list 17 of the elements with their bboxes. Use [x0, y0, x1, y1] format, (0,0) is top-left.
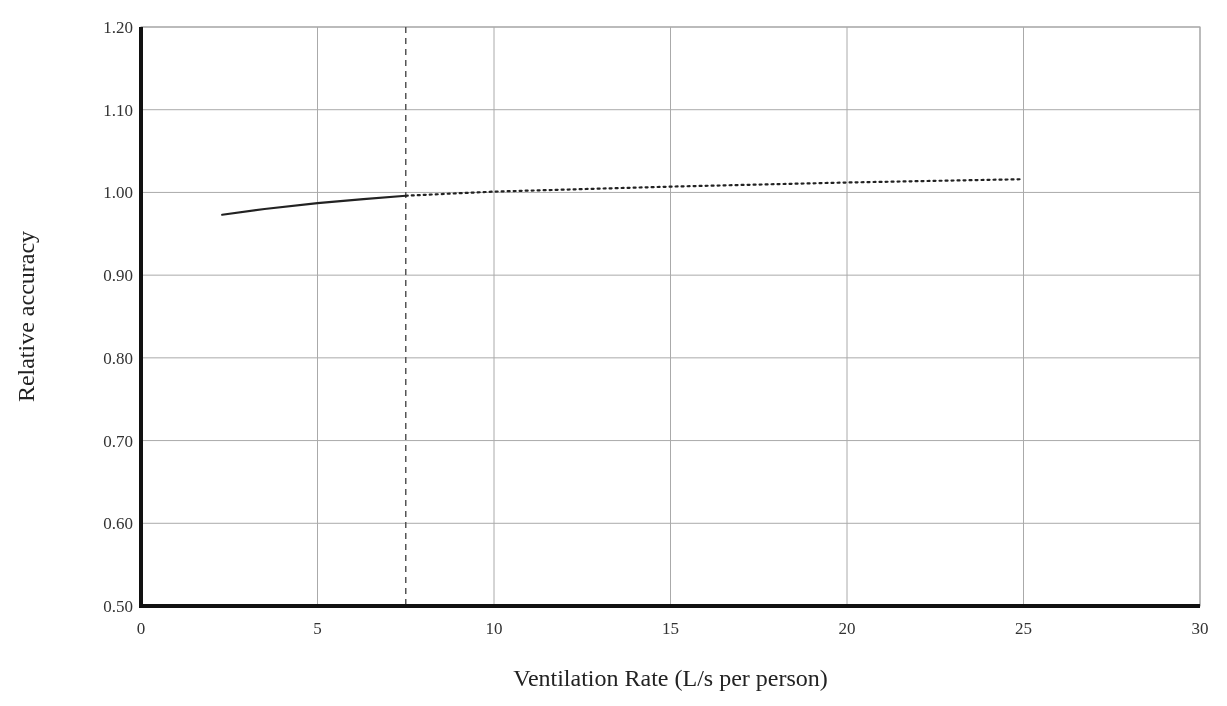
y-tick-label: 0.50 — [103, 597, 133, 616]
y-tick-label: 0.80 — [103, 348, 133, 368]
y-tick-label: 0.60 — [103, 514, 133, 534]
y-tick-label: 1.00 — [103, 183, 133, 203]
y-tick-label: 0.70 — [103, 431, 133, 451]
x-tick-label: 5 — [313, 619, 322, 638]
x-tick-label: 0 — [136, 619, 146, 638]
y-tick-label: 1.10 — [103, 100, 133, 120]
y-tick-label: 0.90 — [103, 266, 133, 286]
x-tick-label: 25 — [1015, 619, 1032, 638]
x-tick-label: 10 — [485, 619, 503, 638]
x-tick-label: 30 — [1191, 619, 1209, 638]
x-tick-label: 20 — [838, 619, 856, 638]
y-axis-title: Relative accuracy — [13, 230, 39, 403]
y-tick-label: 1.20 — [103, 18, 133, 37]
x-tick-label: 15 — [662, 619, 679, 638]
x-axis-title: Ventilation Rate (L/s per person) — [513, 665, 828, 691]
